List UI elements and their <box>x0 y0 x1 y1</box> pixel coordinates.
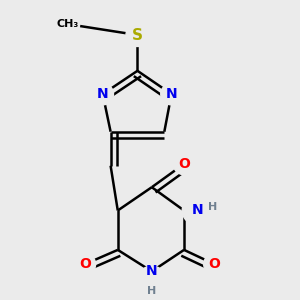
Circle shape <box>161 83 182 105</box>
Circle shape <box>173 153 195 175</box>
Text: N: N <box>97 87 109 101</box>
Circle shape <box>74 254 96 275</box>
Text: H: H <box>208 202 217 212</box>
Text: CH₃: CH₃ <box>56 19 78 29</box>
Text: O: O <box>208 257 220 271</box>
Text: N: N <box>192 203 203 218</box>
Text: O: O <box>178 157 190 171</box>
Text: S: S <box>132 28 143 43</box>
Circle shape <box>126 23 149 46</box>
Circle shape <box>182 196 211 225</box>
Text: N: N <box>166 87 177 101</box>
Circle shape <box>92 83 113 105</box>
Circle shape <box>137 266 166 295</box>
Text: N: N <box>146 264 158 278</box>
Circle shape <box>204 254 225 275</box>
Text: O: O <box>79 257 91 271</box>
Text: H: H <box>147 286 156 296</box>
